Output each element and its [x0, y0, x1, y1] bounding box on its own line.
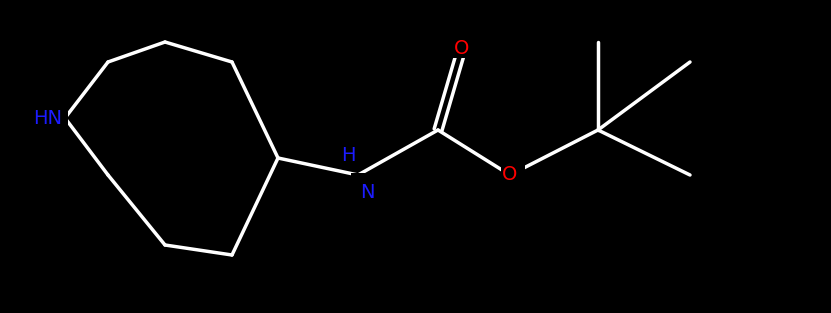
Bar [351, 173, 375, 193]
Text: HN: HN [33, 109, 62, 127]
Text: O: O [502, 166, 518, 184]
Bar [501, 165, 525, 185]
Text: H: H [342, 146, 356, 165]
Bar [36, 108, 68, 128]
Text: N: N [360, 183, 375, 202]
Text: O: O [455, 38, 470, 58]
Bar [453, 38, 477, 58]
